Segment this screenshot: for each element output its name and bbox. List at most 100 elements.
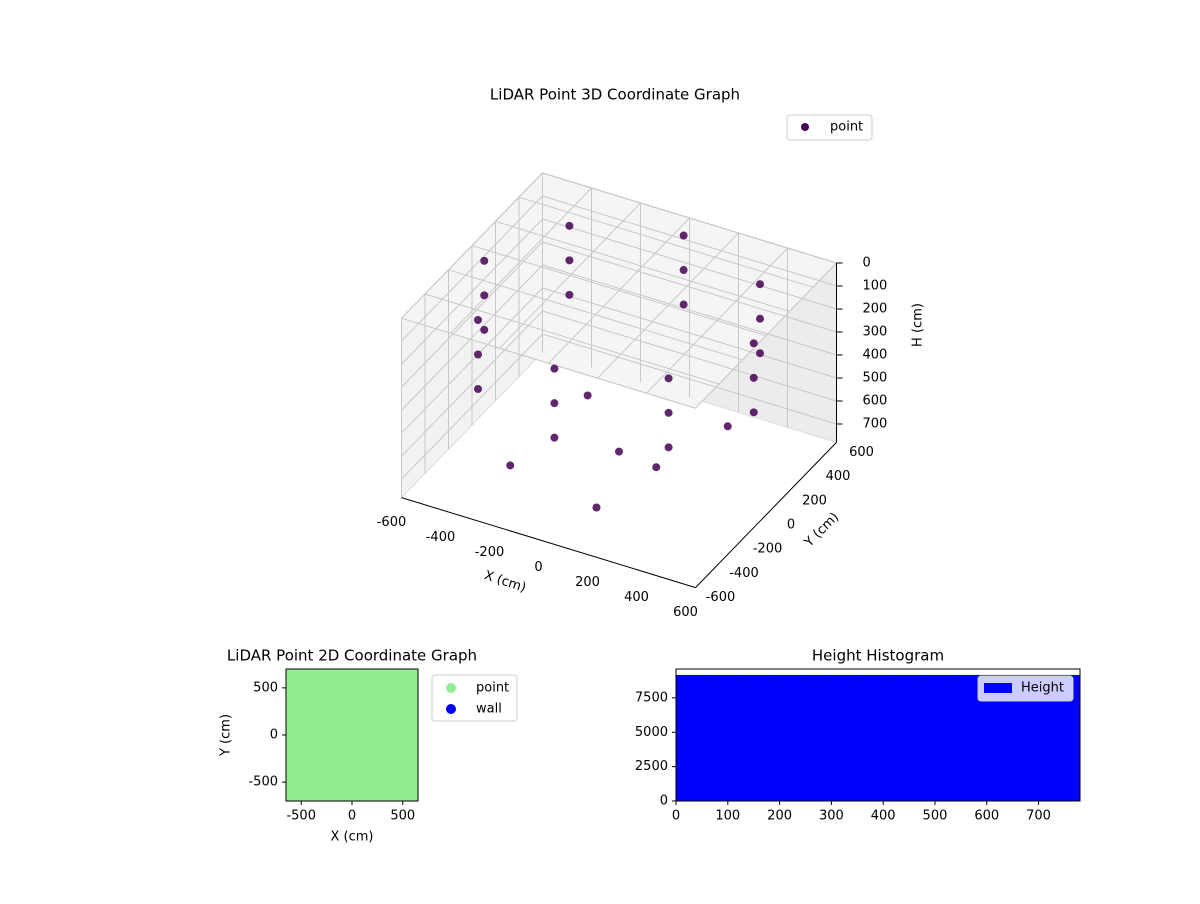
x-tick-label: 400 [624, 590, 649, 605]
y-tick-label: 0 [787, 518, 795, 533]
legend-box [977, 675, 1074, 702]
y-tick-label: 7500 [635, 690, 668, 705]
point [506, 461, 515, 470]
points [286, 669, 418, 801]
z-axis-label: H (cm) [911, 303, 926, 347]
y-tick-label: -500 [248, 775, 278, 790]
y-axis-label: Y (cm) [801, 510, 842, 551]
legend-marker [446, 683, 456, 693]
grid-line [401, 317, 696, 409]
grid-line [518, 196, 814, 288]
grid-line [542, 264, 837, 356]
grid-line [542, 172, 837, 264]
x-tick-label: 200 [767, 809, 792, 824]
y-tick-label: 2500 [635, 759, 668, 774]
z-tick-label: 300 [863, 325, 888, 340]
x-tick-label: -200 [475, 545, 505, 560]
bar [769, 674, 801, 801]
point [565, 290, 574, 299]
y-tick-label: -200 [753, 542, 783, 557]
bar [707, 674, 739, 801]
grid-line [471, 245, 767, 337]
grid-line [401, 333, 543, 480]
point [592, 503, 601, 512]
plot-2d: LiDAR Point 2D Coordinate Graph -500 0 500 -… [219, 647, 518, 845]
point [550, 433, 559, 442]
grid-line [542, 241, 837, 333]
point [679, 266, 688, 275]
chart-title: Height Histogram [812, 647, 944, 665]
y-tick-label: 200 [802, 493, 827, 508]
point [756, 349, 765, 358]
point [723, 422, 732, 431]
legend-marker [984, 683, 1012, 693]
bar [862, 674, 895, 801]
grid-line [401, 172, 543, 319]
point [473, 315, 482, 324]
legend-marker [446, 704, 456, 714]
x-tick-label: 100 [715, 809, 740, 824]
grid-line [401, 287, 543, 434]
point [756, 314, 765, 323]
x-tick-label: 0 [672, 809, 680, 824]
point [473, 384, 482, 393]
y-axis-label: Y (cm) [219, 714, 234, 757]
x-tick-label: 500 [390, 809, 415, 824]
x-tick-label: 500 [923, 809, 948, 824]
grid-line [542, 310, 837, 402]
y-tick-label: 0 [660, 794, 668, 809]
axis-line [695, 442, 837, 588]
plot-3d: LiDAR Point 3D Coordinate Graph -600 -400 -… [377, 86, 926, 621]
x-tick-label: -400 [426, 530, 456, 545]
y-tick-label: 500 [253, 680, 278, 695]
x-tick-label: 200 [575, 575, 600, 590]
chart-title: LiDAR Point 2D Coordinate Graph [227, 647, 477, 665]
point [480, 325, 489, 334]
x-tick-label: -600 [377, 515, 407, 530]
y-tick-label: 600 [849, 445, 874, 460]
y-tick-label: 0 [270, 728, 278, 743]
grid-line [542, 333, 837, 425]
point [388, 669, 418, 703]
point [480, 291, 489, 300]
grid-line [424, 293, 720, 385]
legend-label: point [830, 120, 863, 135]
point [615, 447, 623, 456]
z-tick-label: 0 [863, 256, 871, 271]
x-axis-label: X (cm) [331, 830, 374, 845]
chart-title: LiDAR Point 3D Coordinate Graph [490, 86, 740, 104]
point [664, 443, 673, 452]
point [480, 256, 489, 265]
bar [924, 674, 957, 801]
point [756, 280, 765, 289]
x-tick-label: 300 [819, 809, 844, 824]
z-tick-label: 700 [863, 417, 888, 432]
bar [738, 674, 770, 801]
point [679, 300, 688, 309]
axis-line [401, 497, 696, 589]
point [652, 463, 661, 472]
point [664, 374, 673, 383]
x-tick-label: 600 [974, 809, 999, 824]
point [749, 408, 758, 417]
grid-line [401, 241, 543, 388]
grid-line [401, 218, 543, 365]
grid-line [401, 310, 543, 457]
legend-box [786, 114, 873, 141]
point [565, 256, 574, 265]
grid-line [495, 220, 790, 312]
y-tick-label: -400 [729, 566, 759, 581]
grid-line [542, 195, 837, 287]
grid-line [542, 287, 837, 379]
bar [800, 674, 832, 801]
bar [893, 674, 926, 801]
y-tick-label: -600 [706, 590, 736, 605]
z-tick-label: 200 [863, 302, 888, 317]
x-axis-label: X (cm) [482, 568, 528, 596]
point [679, 231, 688, 240]
plot-histogram: Height Histogram 0 100 200 300 400 500 600 700 0 2… [635, 647, 1081, 824]
point [550, 364, 559, 373]
point [565, 221, 574, 230]
y-tick-label: 5000 [635, 725, 668, 740]
z-tick-label: 600 [863, 394, 888, 409]
